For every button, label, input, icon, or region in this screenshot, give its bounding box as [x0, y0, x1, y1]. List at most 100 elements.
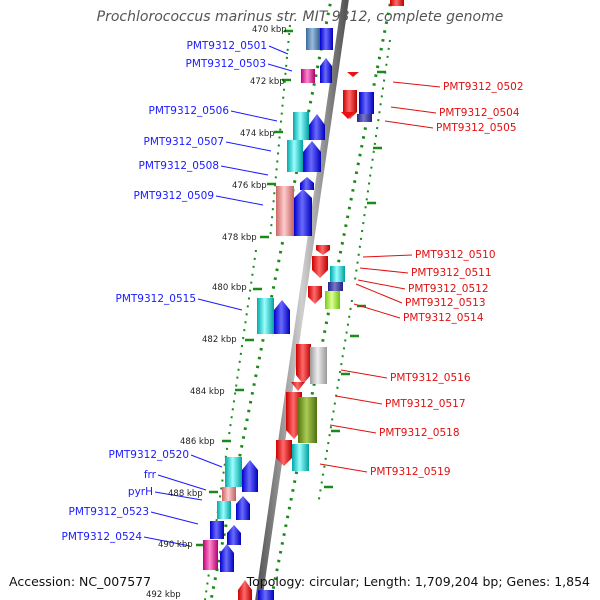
scale-label: 484 kbp	[190, 387, 225, 397]
forward-label-connector	[268, 45, 289, 55]
gene-0500-box	[390, 0, 404, 6]
gene-0507-box	[287, 140, 303, 172]
reverse-gene-label[interactable]: PMT9312_0519	[370, 466, 451, 478]
gene-0517-arrow	[291, 382, 305, 391]
gene-0516-box	[310, 347, 327, 384]
forward-label-connector	[190, 454, 223, 468]
reverse-gene-label[interactable]: PMT9312_0512	[408, 283, 489, 295]
gene-0506-box	[293, 112, 309, 140]
reverse-label-connector	[390, 106, 437, 114]
reverse-gene-label[interactable]: PMT9312_0513	[405, 297, 486, 309]
reverse-label-connector	[355, 283, 403, 304]
scale-label: 488 kbp	[168, 489, 203, 499]
gene-0509-arrow	[294, 189, 312, 236]
forward-gene-label[interactable]: frr	[144, 469, 157, 481]
reverse-label-connector	[335, 395, 383, 405]
scale-label: 470 kbp	[252, 25, 287, 35]
gene-0502-arrow	[347, 72, 359, 77]
gene-0515-box	[257, 298, 274, 334]
scale-label: 478 kbp	[222, 233, 257, 243]
genome-summary-text: Topology: circular; Length: 1,709,204 bp…	[246, 574, 590, 589]
gene-0523-arrow	[227, 525, 241, 545]
gene-0504-arrow	[343, 90, 357, 119]
reverse-gene-label[interactable]: PMT9312_0518	[379, 427, 460, 439]
gene-0510-arrow	[316, 245, 330, 255]
gene-0519-box	[292, 444, 309, 471]
reverse-gene-label[interactable]: PMT9312_0516	[390, 372, 471, 384]
ring-inner-right	[354, 39, 391, 281]
gene-0511-arrow	[312, 256, 328, 278]
gene-0524-arrow	[220, 544, 234, 572]
forward-label-connector	[220, 165, 269, 176]
forward-gene-label[interactable]: pyrH	[128, 486, 153, 498]
forward-gene-label[interactable]: PMT9312_0524	[62, 531, 143, 543]
reverse-label-connector	[357, 279, 406, 290]
reverse-gene-label[interactable]: PMT9312_0510	[415, 249, 496, 261]
gene-0509-box	[276, 186, 294, 236]
accession-text: Accession: NC_007577	[9, 574, 152, 589]
forward-gene-label[interactable]: PMT9312_0509	[134, 190, 215, 202]
gene-0506-arrow	[309, 114, 325, 140]
forward-gene-label[interactable]: PMT9312_0503	[186, 58, 267, 70]
scale-label: 476 kbp	[232, 181, 267, 191]
forward-label-connector	[230, 110, 278, 122]
reverse-gene-label[interactable]: PMT9312_0511	[411, 267, 492, 279]
reverse-label-connector	[329, 424, 377, 434]
forward-label-connector	[143, 536, 191, 547]
reverse-gene-label[interactable]: PMT9312_0514	[403, 312, 484, 324]
forward-gene-label[interactable]: PMT9312_0501	[187, 40, 268, 52]
reverse-gene-label[interactable]: PMT9312_0505	[436, 122, 517, 134]
gene-0526-box	[258, 590, 274, 600]
gene-0503-box	[301, 69, 315, 83]
gene-0501-arrow	[320, 28, 333, 50]
gene-frr-box	[222, 487, 236, 501]
ring-inner-left-2	[204, 249, 257, 600]
gene-0525-arrow	[238, 580, 252, 600]
forward-label-connector	[267, 63, 293, 72]
reverse-gene-label[interactable]: PMT9312_0517	[385, 398, 466, 410]
reverse-label-connector	[392, 81, 441, 88]
gene-0503-arrow	[320, 58, 332, 83]
scale-labels: 470 kbp 472 kbp 474 kbp 476 kbp 478 kbp 480 k…	[146, 25, 287, 600]
gene-0523-box	[210, 521, 224, 539]
forward-label-connector	[225, 141, 272, 152]
gene-0505-arrow	[341, 112, 355, 119]
forward-label-connector	[215, 195, 264, 206]
forward-gene-label[interactable]: PMT9312_0523	[69, 506, 150, 518]
gene-pyrH-arrow	[236, 496, 250, 520]
gene-0511-box	[330, 266, 345, 282]
gene-0513-arrow	[308, 286, 322, 304]
gene-0520-box	[225, 457, 242, 487]
gene-pyrH-box	[217, 501, 231, 519]
reverse-label-connector	[384, 120, 434, 129]
scale-label: 480 kbp	[212, 283, 247, 293]
gene-0520-arrow	[242, 460, 258, 492]
scale-label: 486 kbp	[180, 437, 215, 447]
gene-0501-box	[306, 28, 320, 50]
gene-0507-arrow	[303, 141, 321, 172]
reverse-label-connector	[319, 463, 368, 473]
label-connectors	[143, 45, 441, 547]
gene-0518-box	[298, 397, 317, 443]
forward-gene-label[interactable]: PMT9312_0508	[139, 160, 220, 172]
scale-label: 472 kbp	[250, 77, 285, 87]
forward-gene-label[interactable]: PMT9312_0520	[109, 449, 190, 461]
reverse-gene-label[interactable]: PMT9312_0504	[439, 107, 520, 119]
forward-gene-label[interactable]: PMT9312_0506	[149, 105, 230, 117]
gene-0505-box	[357, 114, 372, 122]
forward-gene-label[interactable]: PMT9312_0515	[116, 293, 197, 305]
reverse-label-connector	[362, 254, 413, 258]
reverse-label-connector	[353, 303, 401, 319]
reverse-gene-label[interactable]: PMT9312_0502	[443, 81, 524, 93]
forward-label-connector	[197, 298, 243, 311]
forward-gene-label[interactable]: PMT9312_0507	[144, 136, 225, 148]
gene-0524-box	[203, 540, 218, 570]
reverse-gene-labels: PMT9312_0502 PMT9312_0504 PMT9312_0505 PMT9…	[370, 81, 524, 478]
gene-0512-box	[328, 282, 343, 291]
gene-0508-arrow	[300, 177, 314, 190]
reverse-genes	[276, 72, 374, 471]
gene-0519-arrow	[276, 440, 292, 466]
gene-0514-box	[325, 291, 340, 309]
gene-0504-box	[359, 92, 374, 114]
